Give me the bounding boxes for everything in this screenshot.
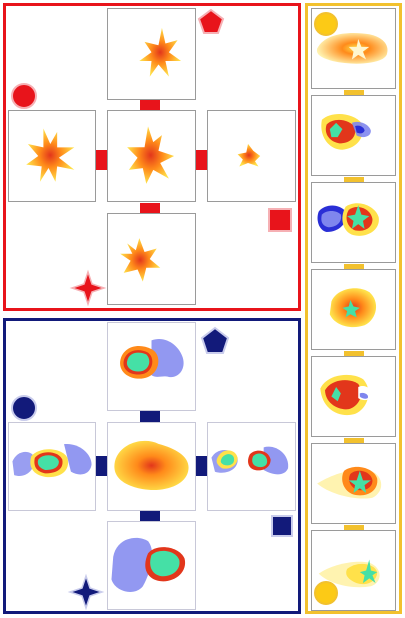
navy-pentagon-marker[interactable] [200,326,230,356]
red-tile-top[interactable] [107,8,196,100]
navy-tile-top[interactable] [107,322,196,411]
navy-tile-center[interactable] [107,422,196,511]
heatmap-shape [114,440,189,491]
gold-circle-marker-bottom[interactable] [313,580,339,606]
navy-tile-right[interactable] [207,422,296,511]
heatmap-shape [318,559,380,588]
navy-connector-right [196,456,207,476]
gold-connector-1 [344,90,364,95]
gold-connector-3 [344,264,364,269]
red-connector-right [196,150,207,170]
navy-tile-bottom[interactable] [107,521,196,610]
heatmap-shape [26,128,75,182]
red-tile-right[interactable] [207,110,296,202]
navy-circle-marker[interactable] [10,394,38,422]
red-connector-bottom [140,203,160,213]
gold-connector-4 [344,351,364,356]
red-pentagon-marker[interactable] [197,8,225,36]
heatmap-shape [320,374,373,416]
heatmap-shape [12,443,92,478]
navy-star-marker[interactable] [67,573,105,611]
red-tile-left[interactable] [8,110,96,202]
red-tile-bottom[interactable] [107,213,196,305]
heatmap-shape [321,113,371,150]
gold-tile-5[interactable] [311,356,396,437]
heatmap-shape [120,339,184,379]
gold-connector-5 [344,438,364,443]
gold-connector-6 [344,525,364,530]
gold-connector-2 [344,177,364,182]
heatmap-shape [317,466,382,499]
navy-connector-top [140,411,160,422]
red-circle-marker[interactable] [10,82,38,110]
red-connector-left [96,150,107,170]
gold-circle-marker-top[interactable] [313,11,339,37]
heatmap-shape [237,143,261,167]
heatmap-shape [111,537,186,592]
gold-tile-7[interactable] [311,530,396,611]
heatmap-shape [317,203,379,236]
heatmap-shape [139,27,182,77]
gold-tile-2[interactable] [311,95,396,176]
navy-connector-bottom [140,511,160,521]
red-square-marker[interactable] [266,206,294,234]
navy-square-marker[interactable] [269,513,295,539]
heatmap-shape [329,288,377,328]
heatmap-shape [211,446,289,475]
gold-tile-3[interactable] [311,182,396,263]
navy-tile-left[interactable] [8,422,96,511]
gold-tile-4[interactable] [311,269,396,350]
red-tile-center[interactable] [107,110,196,202]
navy-connector-left [96,456,107,476]
heatmap-shape [120,238,161,282]
red-connector-top [140,100,160,110]
heatmap-shape [127,126,175,184]
heatmap-shape [316,32,388,64]
gold-tile-6[interactable] [311,443,396,524]
red-star-marker[interactable] [69,269,107,307]
